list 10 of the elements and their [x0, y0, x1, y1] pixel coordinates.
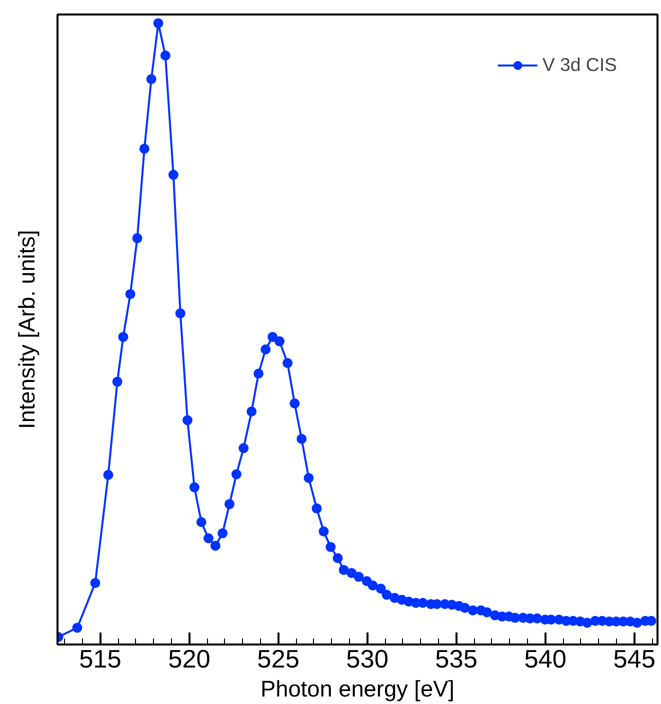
x-axis-title: Photon energy [eV]: [260, 676, 454, 702]
x-tick-label: 515: [79, 646, 122, 674]
x-tick-label: 540: [524, 646, 566, 674]
x-tick-label: 530: [346, 646, 388, 674]
y-axis-title: Intensity [Arb. units]: [14, 230, 40, 429]
x-tick-label: 535: [435, 646, 478, 674]
x-tick-label: 525: [257, 646, 300, 674]
x-tick-label: 545: [613, 646, 656, 674]
x-tick-label: 520: [168, 646, 210, 674]
legend-label: V 3d CIS: [542, 54, 617, 76]
